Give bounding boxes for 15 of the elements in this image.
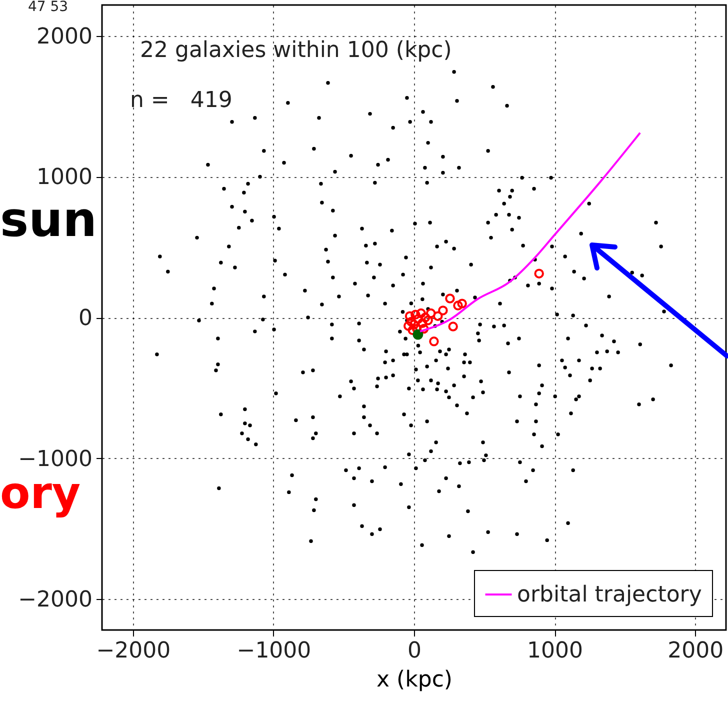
y-tick-label: 0 — [78, 306, 92, 331]
x-tick-label: 0 — [408, 638, 422, 664]
legend-label: orbital trajectory — [517, 582, 702, 608]
x-tick-label: 2000 — [668, 638, 724, 664]
y-tick-label: 1000 — [36, 165, 92, 190]
annotation: 22 galaxies within 100 (kpc) — [140, 38, 452, 63]
annotation: n = 419 — [130, 88, 232, 113]
y-tick-label: −2000 — [18, 588, 92, 613]
x-tick-label: −2000 — [96, 638, 171, 664]
y-tick-label: 2000 — [36, 24, 92, 50]
x-tick-label: 1000 — [527, 638, 584, 664]
x-tick-label: −1000 — [236, 638, 312, 664]
text: 47 53 — [28, 0, 68, 15]
text: sun — [0, 192, 97, 248]
x-axis-title: x (kpc) — [376, 668, 452, 692]
